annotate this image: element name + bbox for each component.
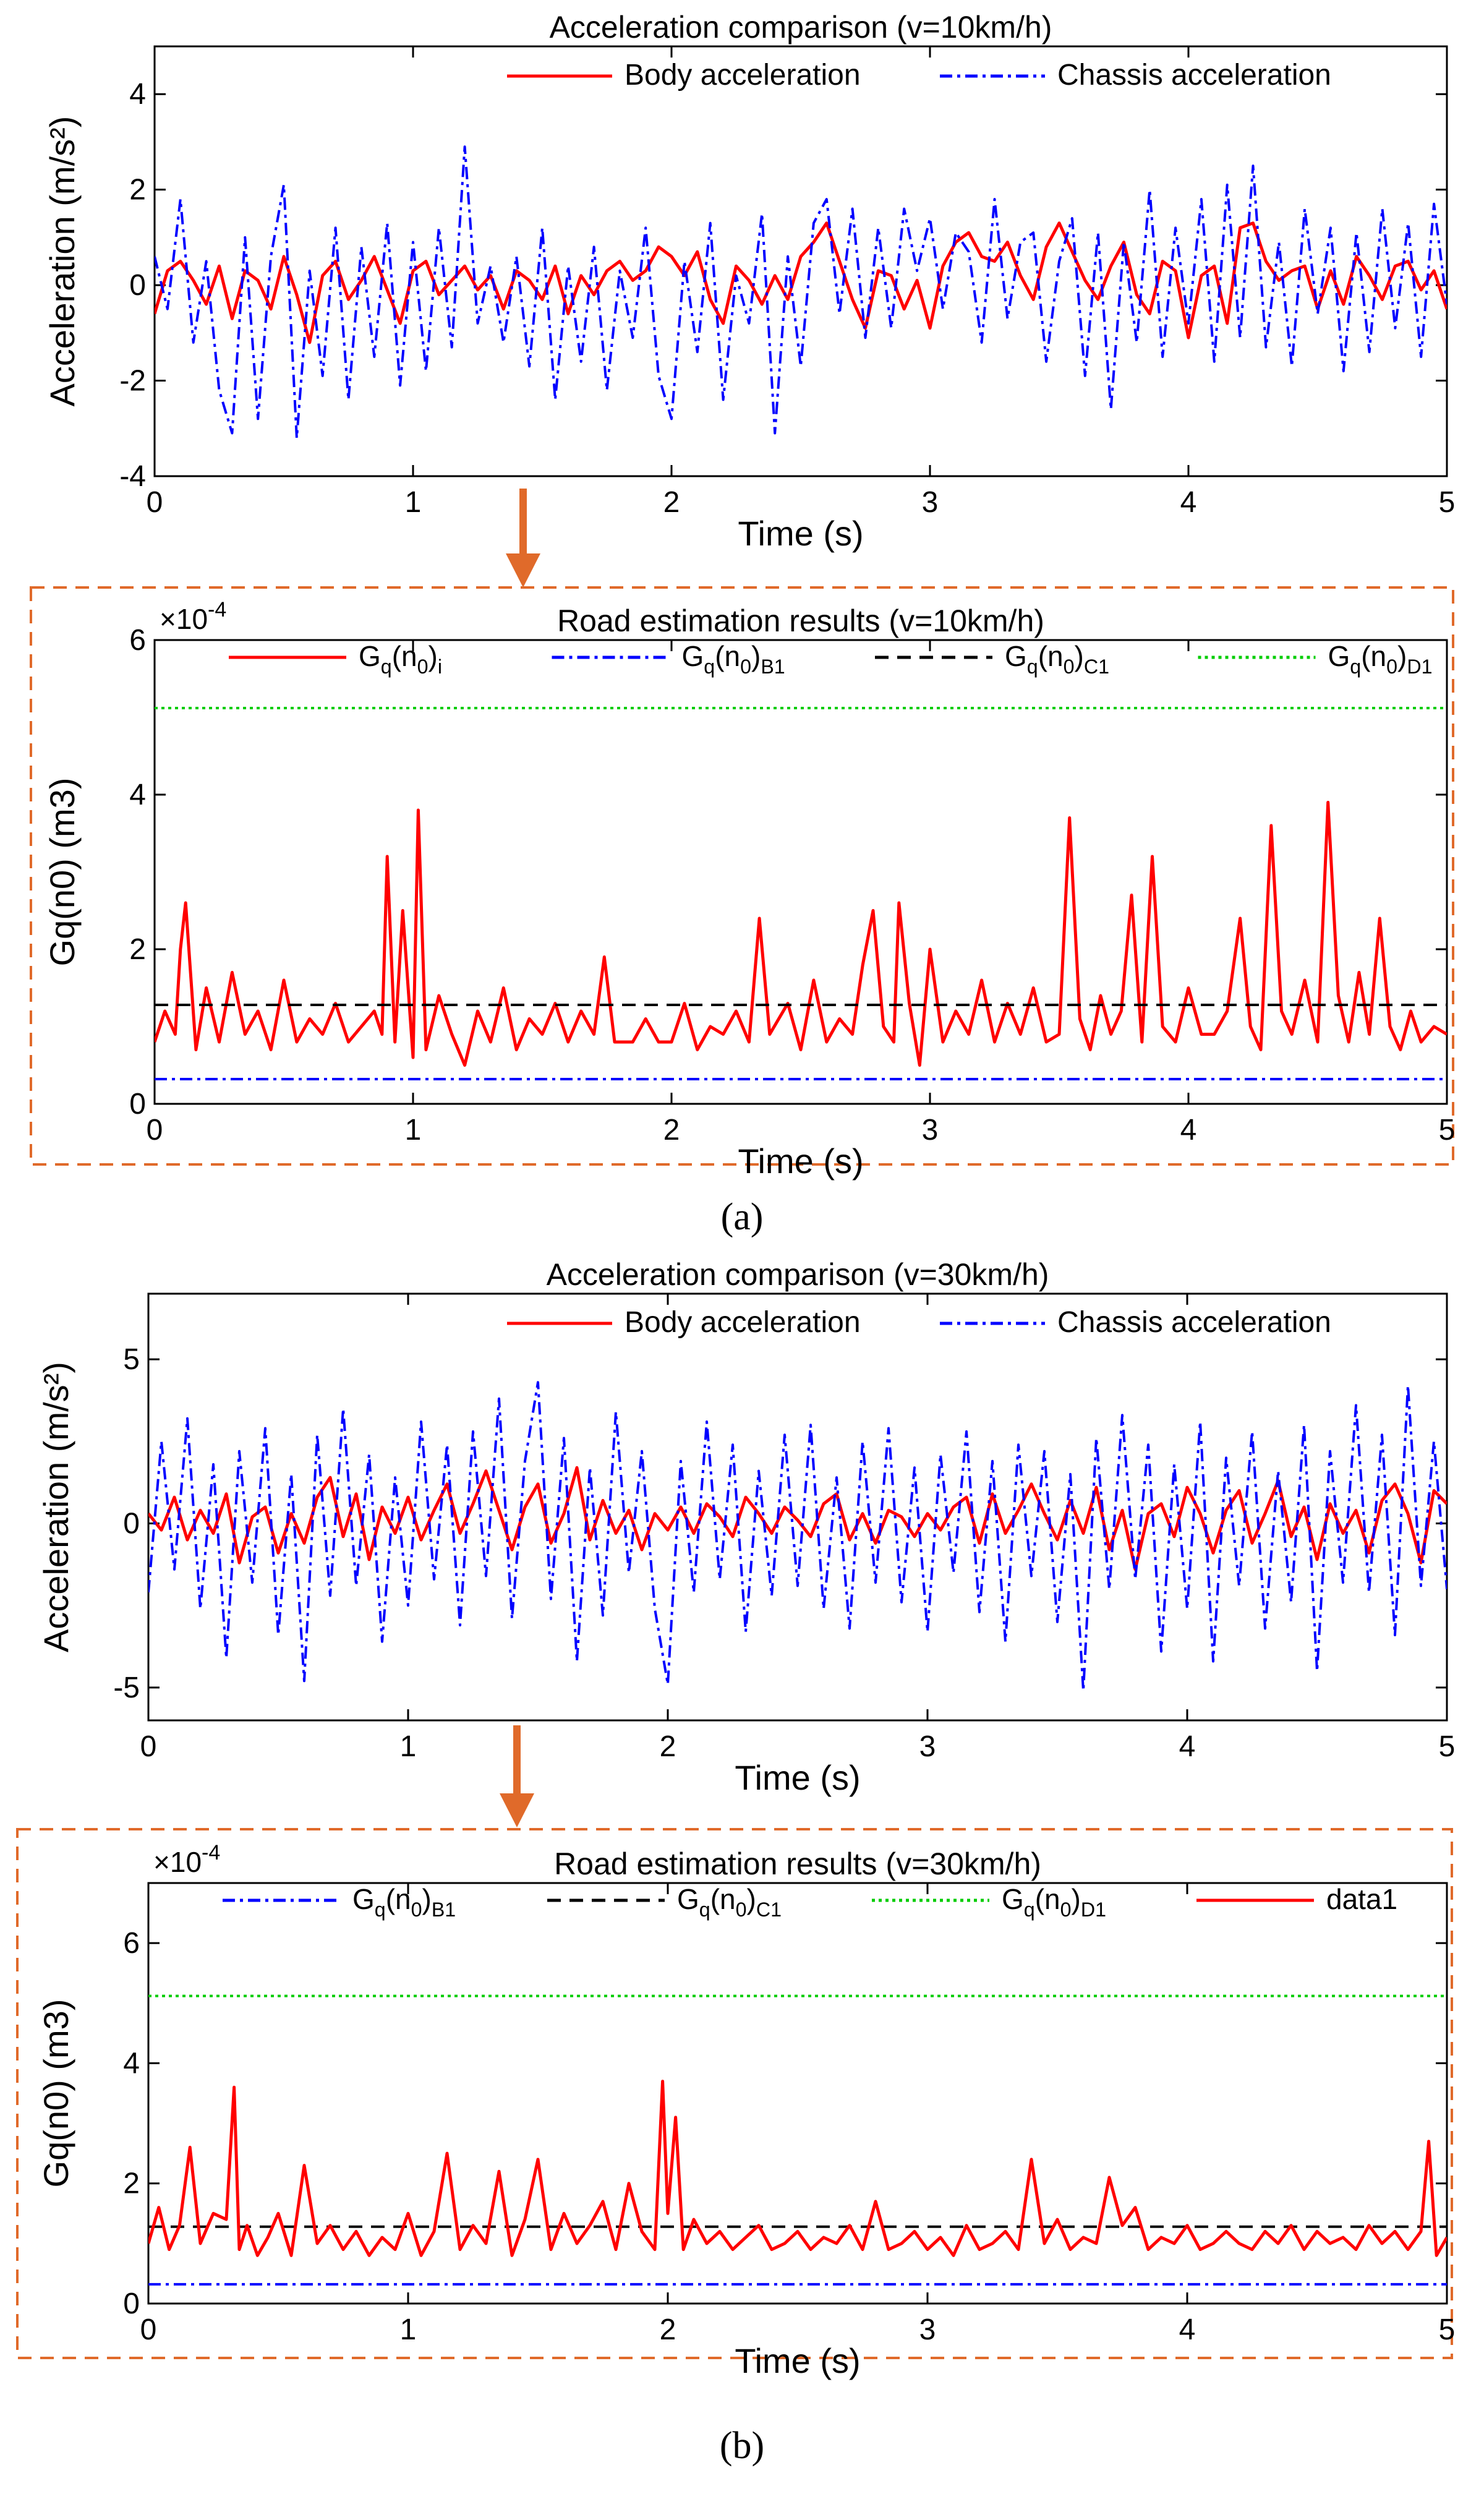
x-tick-label: 3 <box>919 1730 936 1763</box>
y-tick-label: 4 <box>129 78 146 111</box>
panel-label-b: (b) <box>720 2425 764 2467</box>
x-tick-label: 1 <box>400 2313 417 2346</box>
chart-road-estimation-30kmh: 0 1 2 3 4 5 0 2 4 6 Road estimation results (v=30k… <box>36 1841 1455 2380</box>
legend-label: Gq(n0)C1 <box>1005 640 1109 678</box>
y-tick-label: 4 <box>129 779 146 811</box>
y-tick-label: -5 <box>113 1672 140 1704</box>
y-tick-label: 0 <box>123 1508 140 1540</box>
legend: Gq(n0)B1 Gq(n0)C1 Gq(n0)D1 data1 <box>223 1883 1397 1921</box>
chart-acceleration-10kmh: 0 1 2 3 4 5 -4 -2 0 2 4 Acceleration comparison (v=… <box>43 10 1455 553</box>
x-tick-label: 5 <box>1439 2313 1456 2346</box>
arrow-a <box>506 489 540 587</box>
chart-title: Road estimation results (v=30km/h) <box>554 1847 1041 1881</box>
x-tick-label: 4 <box>1180 1114 1197 1147</box>
y-axis-label: Acceleration (m/s²) <box>43 116 82 407</box>
chart-road-estimation-10kmh: 0 1 2 3 4 5 0 2 4 6 Road estimation results (v=10k… <box>43 598 1455 1181</box>
legend-label: Gq(n0)D1 <box>1328 640 1433 678</box>
legend: Body acceleration Chassis acceleration <box>507 59 1331 92</box>
legend-label: data1 <box>1326 1883 1397 1915</box>
x-tick-label: 0 <box>140 1730 157 1763</box>
x-tick-label: 1 <box>400 1730 417 1763</box>
plot-area <box>147 1292 1448 1722</box>
legend-label: Gq(n0)C1 <box>677 1883 782 1921</box>
y-axis-label: Gq(n0) (m3) <box>43 778 82 967</box>
y-exponent-label: ×10-4 <box>160 598 226 635</box>
x-tick-label: 4 <box>1179 2313 1196 2346</box>
y-tick-label: -4 <box>119 460 146 493</box>
y-tick-label: -2 <box>119 365 146 398</box>
x-tick-label: 3 <box>919 2313 936 2346</box>
x-tick-label: 2 <box>660 1730 676 1763</box>
series-line-1 <box>155 145 1447 440</box>
chart-title: Acceleration comparison (v=30km/h) <box>547 1257 1049 1292</box>
panel-b-highlight-frame <box>16 1828 1453 2359</box>
legend-label: Gq(n0)B1 <box>682 640 785 678</box>
x-tick-label: 4 <box>1180 486 1197 519</box>
x-tick-label: 2 <box>663 486 680 519</box>
x-tick-label: 3 <box>922 1114 939 1147</box>
x-tick-label: 3 <box>922 486 939 519</box>
x-tick-label: 1 <box>405 1114 422 1147</box>
y-axis-label: Acceleration (m/s²) <box>36 1362 75 1652</box>
y-tick-label: 2 <box>129 933 146 966</box>
legend: Gq(n0)i Gq(n0)B1 Gq(n0)C1 Gq(n0)D1 <box>229 640 1432 678</box>
y-tick-label: 4 <box>123 2047 140 2080</box>
legend-label: Chassis acceleration <box>1057 1306 1331 1339</box>
x-tick-label: 0 <box>140 2313 157 2346</box>
legend-label: Body acceleration <box>625 59 861 92</box>
legend-label: Chassis acceleration <box>1057 59 1331 92</box>
y-axis-label: Gq(n0) (m3) <box>36 1999 75 2188</box>
legend-label: Gq(n0)i <box>359 640 442 678</box>
series-line-3 <box>148 2080 1447 2257</box>
y-exponent-label: ×10-4 <box>153 1841 220 1878</box>
x-axis-label: Time (s) <box>738 514 863 553</box>
legend-label: Gq(n0)B1 <box>352 1883 456 1921</box>
x-tick-label: 4 <box>1179 1730 1196 1763</box>
series-line-0 <box>155 221 1447 344</box>
x-tick-label: 0 <box>147 1114 163 1147</box>
y-tick-label: 5 <box>123 1343 140 1376</box>
chart-title: Acceleration comparison (v=10km/h) <box>550 10 1052 45</box>
y-tick-label: 0 <box>129 269 146 302</box>
arrow-b <box>500 1725 534 1827</box>
plot-area <box>147 1882 1448 2305</box>
legend-label: Gq(n0)D1 <box>1002 1883 1106 1921</box>
x-tick-label: 2 <box>663 1114 680 1147</box>
y-tick-label: 6 <box>129 624 146 657</box>
panel-label-a: (a) <box>721 1196 764 1238</box>
y-tick-label: 2 <box>129 174 146 207</box>
series-line-1 <box>148 1381 1447 1693</box>
x-tick-label: 0 <box>147 486 163 519</box>
series-line-0 <box>155 801 1447 1067</box>
y-tick-label: 6 <box>123 1927 140 1960</box>
x-axis-label: Time (s) <box>738 1142 863 1181</box>
x-axis-label: Time (s) <box>735 1758 860 1797</box>
chart-title: Road estimation results (v=10km/h) <box>557 604 1044 638</box>
legend-label: Body acceleration <box>625 1306 861 1339</box>
x-tick-label: 5 <box>1439 1730 1456 1763</box>
x-tick-label: 5 <box>1439 486 1456 519</box>
x-tick-label: 5 <box>1439 1114 1456 1147</box>
y-tick-label: 0 <box>123 2287 140 2320</box>
legend: Body acceleration Chassis acceleration <box>507 1306 1331 1339</box>
y-tick-label: 2 <box>123 2167 140 2200</box>
y-tick-label: 0 <box>129 1088 146 1121</box>
x-tick-label: 1 <box>405 486 422 519</box>
x-axis-label: Time (s) <box>735 2341 860 2380</box>
plot-area <box>153 639 1448 1105</box>
x-tick-label: 2 <box>660 2313 676 2346</box>
